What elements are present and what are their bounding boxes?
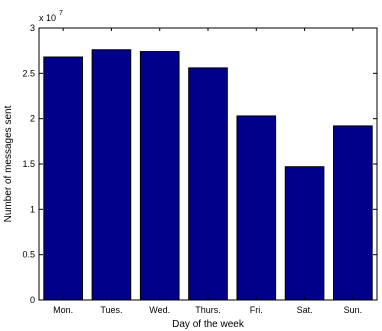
y-tick-label: 0 [30,295,35,305]
x-tick-label: Fri. [250,305,263,315]
x-tick-label: Sun. [344,305,363,315]
bar-mon [43,56,83,301]
bar-thurs [188,67,228,301]
y-multiplier-base: x 10 [39,13,56,23]
bar-sat [284,166,325,301]
y-tick-label: 2.5 [22,68,35,78]
bar-wed [139,51,180,301]
y-tick-label: 2 [30,114,35,124]
y-axis-ticks: 0 0.5 1 1.5 2 2.5 3 [22,23,377,305]
y-tick-label: 0.5 [22,250,35,260]
y-tick-label: 1 [30,204,35,214]
y-tick-label: 3 [30,23,35,33]
y-axis-label: Number of messages sent [3,105,14,222]
x-tick-label: Tues. [100,305,122,315]
x-axis-ticks: Mon. Tues. Wed. Thurs. Fri. Sat. Sun. [53,28,362,315]
x-axis-label: Day of the week [172,319,245,330]
bar-tues [91,49,132,301]
y-multiplier-exponent: 7 [59,10,63,17]
y-tick-label: 1.5 [22,159,35,169]
x-tick-label: Sat. [297,305,313,315]
x-tick-label: Wed. [149,305,170,315]
x-tick-label: Thurs. [195,305,221,315]
bar-fri [236,115,277,301]
bar-sun [333,125,373,301]
bars-group [43,49,373,301]
x-tick-label: Mon. [53,305,73,315]
